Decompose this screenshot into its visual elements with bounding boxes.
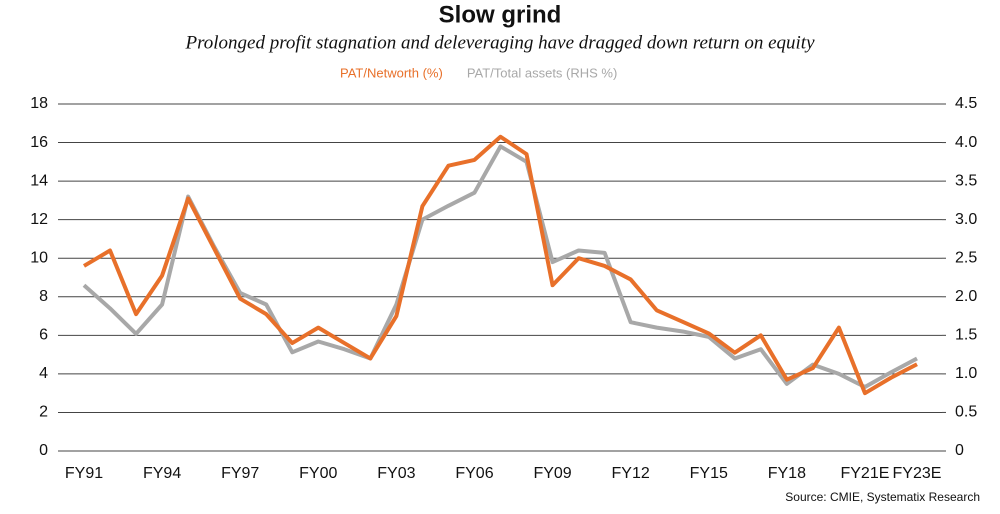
x-tick-label: FY06 [455,465,493,482]
source-note: Source: CMIE, Systematix Research [785,490,980,504]
chart-title: Slow grind [439,1,562,28]
legend-entry: PAT/Total assets (RHS %) [467,65,618,80]
x-tick-label: FY15 [690,465,728,482]
x-tick-label: FY03 [377,465,415,482]
y2-tick-label: 2.5 [955,249,977,266]
y2-tick-label: 0 [955,442,964,459]
x-tick-label: FY91 [65,465,103,482]
series-line [82,144,918,389]
y2-tick-label: 3.0 [955,211,977,228]
y-tick-label: 18 [30,95,48,112]
series-line [82,134,918,396]
x-tick-label: FY18 [768,465,806,482]
y2-tick-label: 3.5 [955,172,977,189]
x-tick-label: FY00 [299,465,337,482]
y2-tick-label: 0.5 [955,404,977,421]
x-tick-label: FY21E [840,465,889,482]
legend-entry: PAT/Networth (%) [340,65,443,80]
y2-tick-label: 2.0 [955,288,977,305]
y-tick-label: 8 [39,288,48,305]
x-tick-label: FY09 [533,465,571,482]
y-tick-label: 16 [30,134,48,151]
x-tick-label: FY94 [143,465,181,482]
x-tick-label: FY97 [221,465,259,482]
y-tick-label: 10 [30,249,48,266]
y-tick-label: 14 [30,172,48,189]
y-tick-label: 12 [30,211,48,228]
y-tick-label: 4 [39,365,48,382]
chart-subtitle: Prolonged profit stagnation and delevera… [184,32,815,53]
y2-tick-label: 4.5 [955,95,977,112]
y2-tick-label: 4.0 [955,134,977,151]
x-tick-label: FY23E [893,465,942,482]
y2-tick-label: 1.5 [955,327,977,344]
x-tick-label: FY12 [612,465,650,482]
y-tick-label: 2 [39,404,48,421]
y2-tick-label: 1.0 [955,365,977,382]
y-tick-label: 0 [39,442,48,459]
y-tick-label: 6 [39,327,48,344]
